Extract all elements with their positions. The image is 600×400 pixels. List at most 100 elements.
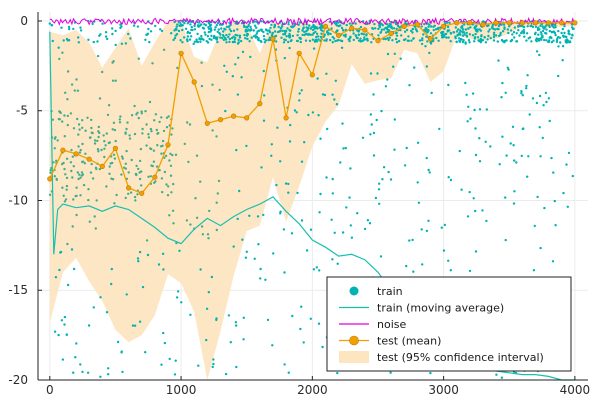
train-point: [160, 152, 163, 155]
train-point: [245, 26, 248, 29]
train-point: [69, 112, 73, 115]
train-point: [566, 39, 569, 42]
train-point: [270, 143, 273, 146]
train-point: [389, 178, 393, 181]
train-point: [363, 227, 367, 231]
train-point: [518, 34, 521, 37]
train-point: [320, 32, 323, 35]
train-point: [557, 29, 560, 33]
train-point: [535, 50, 539, 53]
train-point: [200, 61, 203, 64]
test-mean-point: [191, 79, 197, 85]
train-point: [266, 32, 269, 35]
train-point: [145, 123, 148, 126]
train-point: [63, 315, 67, 319]
train-point: [279, 27, 282, 30]
train-point: [397, 39, 401, 43]
train-point: [513, 190, 516, 193]
train-point: [421, 38, 424, 42]
train-point: [228, 28, 231, 31]
train-point: [504, 91, 507, 95]
train-point: [455, 30, 459, 33]
train-point: [238, 34, 242, 37]
train-point: [120, 42, 124, 45]
train-point: [124, 162, 128, 165]
train-point: [345, 23, 348, 27]
train-point: [199, 40, 202, 43]
train-point: [216, 40, 219, 44]
train-point: [567, 30, 570, 33]
train-point: [98, 34, 101, 37]
train-point: [547, 97, 551, 100]
train-point: [403, 30, 407, 33]
train-point: [289, 29, 292, 32]
train-point: [548, 29, 551, 33]
train-point: [468, 33, 472, 36]
train-point: [57, 46, 60, 49]
train-point: [478, 160, 482, 163]
train-point: [286, 27, 289, 30]
train-point: [235, 324, 238, 327]
train-point: [172, 222, 175, 225]
train-point: [149, 30, 153, 33]
train-point: [266, 29, 270, 32]
train-point: [209, 24, 212, 28]
train-point: [344, 35, 347, 38]
train-point: [196, 21, 199, 24]
train-point: [96, 54, 100, 58]
train-point: [255, 32, 258, 35]
train-point: [176, 66, 179, 70]
train-point: [182, 36, 186, 39]
train-point: [249, 55, 252, 59]
train-point: [141, 127, 144, 131]
train-point: [129, 37, 132, 40]
train-point: [275, 183, 278, 187]
test-mean-point: [454, 20, 460, 26]
train-point: [499, 31, 502, 35]
noise-layer: [49, 16, 575, 27]
train-point: [342, 29, 345, 32]
train-point: [538, 94, 542, 98]
train-point: [121, 370, 124, 374]
train-point: [57, 117, 61, 121]
train-point: [488, 28, 491, 31]
train-point: [512, 202, 516, 205]
train-point: [492, 33, 496, 36]
train-point: [84, 152, 87, 155]
train-point: [334, 39, 337, 43]
train-point: [162, 129, 166, 133]
train-point: [135, 164, 138, 168]
train-point: [330, 27, 333, 30]
train-point: [211, 129, 214, 132]
train-point: [475, 24, 478, 28]
train-point: [103, 140, 106, 143]
train-point: [75, 342, 78, 345]
train-point: [76, 171, 80, 174]
legend-label: train: [377, 285, 403, 298]
train-point: [239, 39, 243, 43]
train-point: [427, 168, 430, 172]
train-point: [496, 40, 499, 43]
train-point: [58, 110, 62, 114]
train-point: [90, 126, 93, 130]
train-point: [377, 188, 381, 191]
train-point: [410, 39, 413, 42]
train-point: [288, 140, 292, 143]
train-point: [275, 40, 278, 43]
train-point: [331, 258, 334, 261]
train-point: [273, 23, 277, 26]
train-point: [449, 32, 453, 35]
train-point: [467, 105, 470, 109]
train-point: [77, 133, 80, 136]
train-point: [429, 25, 433, 28]
train-point: [441, 31, 444, 34]
train-point: [494, 34, 498, 37]
train-point: [447, 83, 450, 87]
train-point: [89, 136, 92, 139]
train-point: [170, 32, 173, 35]
train-point: [65, 176, 69, 180]
train-point: [48, 22, 51, 25]
train-point: [412, 270, 415, 273]
train-point: [218, 32, 221, 35]
train-point: [155, 128, 158, 132]
